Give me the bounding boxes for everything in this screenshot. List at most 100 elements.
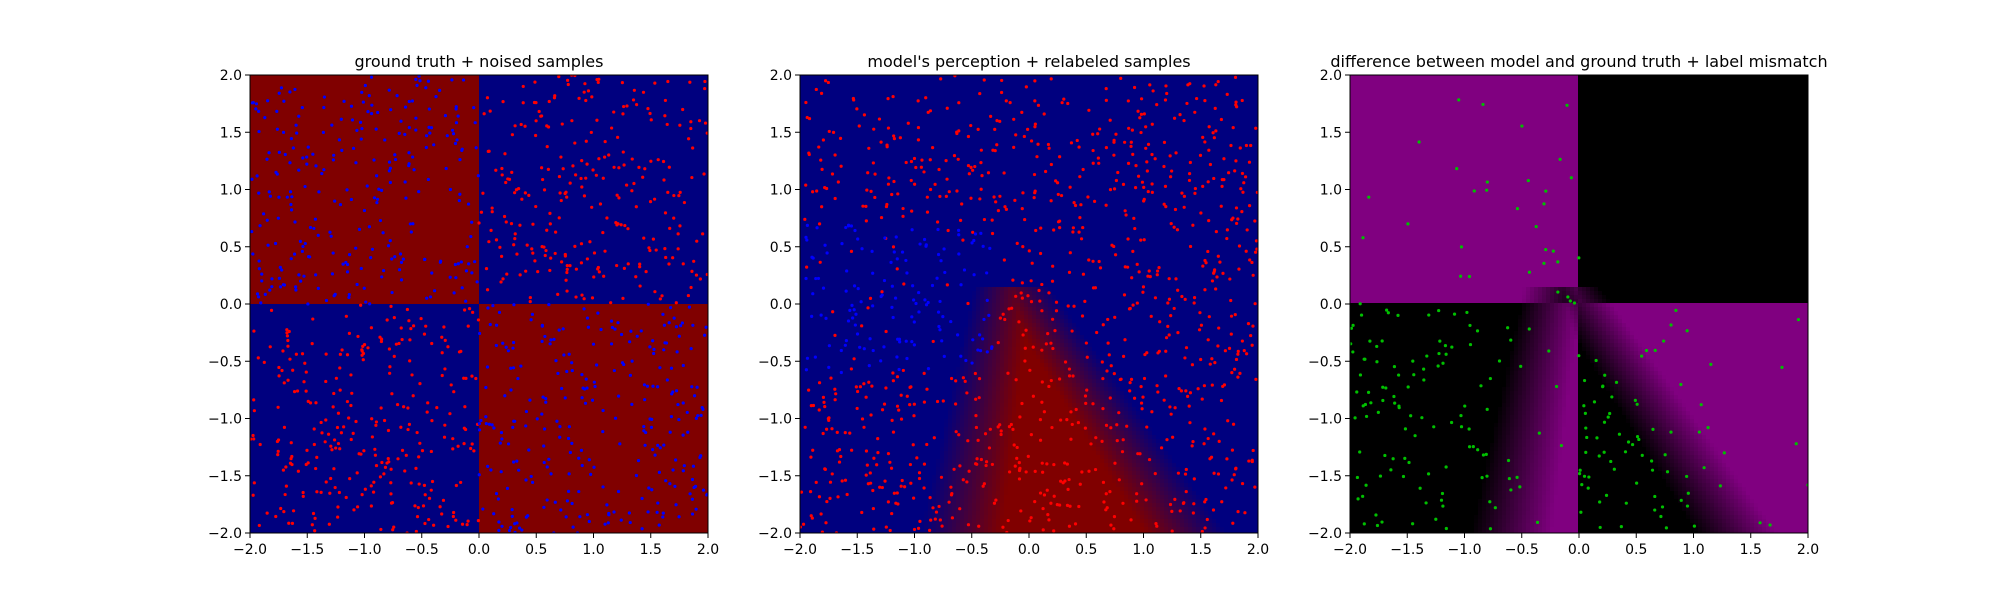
- scatter-point: [862, 382, 866, 386]
- scatter-point: [977, 377, 982, 381]
- region-positive-cell: [1056, 427, 1060, 431]
- region-positive-cell: [1076, 483, 1080, 487]
- scatter-point: [644, 270, 648, 274]
- region-positive-cell: [1092, 399, 1096, 403]
- scatter-point: [360, 90, 364, 94]
- region-positive-cell: [1004, 439, 1008, 443]
- region-positive-cell: [1020, 471, 1024, 475]
- region-positive-cell: [1112, 523, 1116, 527]
- region-positive-cell: [1116, 467, 1120, 471]
- scatter-point: [1072, 304, 1076, 308]
- scatter-point: [1207, 125, 1211, 129]
- region-positive-cell: [1028, 415, 1032, 419]
- scatter-point: [821, 431, 825, 436]
- scatter-point: [424, 134, 429, 138]
- region-positive-cell: [944, 439, 948, 443]
- region-positive-cell: [1052, 295, 1056, 299]
- scatter-point: [391, 528, 395, 532]
- scatter-point: [860, 417, 865, 421]
- region-positive-cell: [988, 323, 992, 327]
- region-positive-cell: [956, 451, 960, 455]
- scatter-point: [1113, 461, 1117, 465]
- scatter-point: [331, 405, 335, 409]
- region-positive-cell: [1048, 435, 1052, 439]
- scatter-point: [510, 133, 514, 137]
- scatter-point: [1059, 418, 1063, 422]
- region-positive-cell: [972, 367, 976, 371]
- region-positive-cell: [1000, 419, 1004, 423]
- region-positive-cell: [972, 491, 976, 495]
- region-positive-cell: [996, 531, 1000, 533]
- scatter-point: [627, 511, 631, 515]
- region-positive-cell: [1060, 371, 1064, 375]
- scatter-point: [265, 157, 269, 161]
- scatter-point: [1108, 490, 1112, 494]
- scatter-point: [674, 503, 678, 507]
- scatter-point: [360, 353, 364, 357]
- region-positive-cell: [1072, 419, 1076, 423]
- scatter-point: [849, 249, 854, 253]
- scatter-point: [694, 273, 699, 277]
- region-positive-cell: [1008, 463, 1012, 467]
- scatter-point: [653, 290, 657, 294]
- scatter-point: [345, 353, 350, 357]
- scatter-point: [867, 380, 871, 384]
- region-positive-cell: [980, 383, 984, 387]
- region-positive-cell: [1136, 483, 1140, 487]
- scatter-point: [277, 276, 282, 280]
- region-positive-cell: [1040, 427, 1044, 431]
- region-positive-cell: [1056, 355, 1060, 359]
- scatter-point: [1011, 278, 1015, 282]
- scatter-point: [1098, 127, 1102, 131]
- scatter-point: [582, 297, 586, 301]
- scatter-point: [1031, 345, 1035, 349]
- region-positive-cell: [1068, 435, 1072, 439]
- scatter-point: [801, 522, 806, 526]
- scatter-point: [610, 126, 614, 130]
- scatter-point: [372, 196, 377, 200]
- region-positive-cell: [944, 523, 948, 527]
- scatter-point: [362, 208, 367, 213]
- region-positive-cell: [1048, 499, 1052, 503]
- region-positive-cell: [1036, 351, 1040, 355]
- region-positive-cell: [1140, 419, 1144, 423]
- region-positive-cell: [936, 471, 940, 475]
- region-positive-cell: [1004, 495, 1008, 499]
- scatter-point: [399, 260, 404, 265]
- region-positive-cell: [1000, 475, 1004, 479]
- scatter-point: [935, 276, 939, 280]
- region-positive-cell: [984, 315, 988, 319]
- region-positive-cell: [1152, 435, 1156, 439]
- region-positive-cell: [1080, 371, 1084, 375]
- region-positive-cell: [1088, 379, 1092, 383]
- region-positive-cell: [1192, 515, 1196, 519]
- region-positive-cell: [1048, 367, 1052, 371]
- region-positive-cell: [1004, 411, 1008, 415]
- scatter-point: [570, 441, 574, 445]
- region-positive-cell: [1084, 423, 1088, 427]
- scatter-point: [1155, 103, 1159, 107]
- scatter-point: [820, 167, 824, 171]
- region-positive-cell: [1136, 427, 1140, 431]
- scatter-point: [254, 107, 258, 111]
- scatter-point: [1198, 311, 1202, 315]
- scatter-point: [573, 141, 577, 145]
- scatter-point: [254, 102, 259, 106]
- scatter-point: [300, 106, 304, 110]
- region-positive-cell: [1024, 455, 1028, 459]
- scatter-point: [497, 528, 501, 532]
- scatter-point: [408, 222, 412, 226]
- region-positive-cell: [1132, 459, 1136, 463]
- region-positive-cell: [1064, 371, 1068, 375]
- region-positive-cell: [1008, 331, 1012, 335]
- region-positive-cell: [1012, 335, 1016, 339]
- region-positive-cell: [1004, 339, 1008, 343]
- region-positive-cell: [1156, 483, 1160, 487]
- region-positive-cell: [988, 339, 992, 343]
- scatter-point: [702, 333, 707, 337]
- region-positive-cell: [1084, 463, 1088, 467]
- region-positive-cell: [1064, 327, 1068, 331]
- scatter-point: [596, 80, 600, 85]
- region-positive-cell: [1024, 531, 1028, 533]
- region-positive-cell: [1104, 479, 1108, 483]
